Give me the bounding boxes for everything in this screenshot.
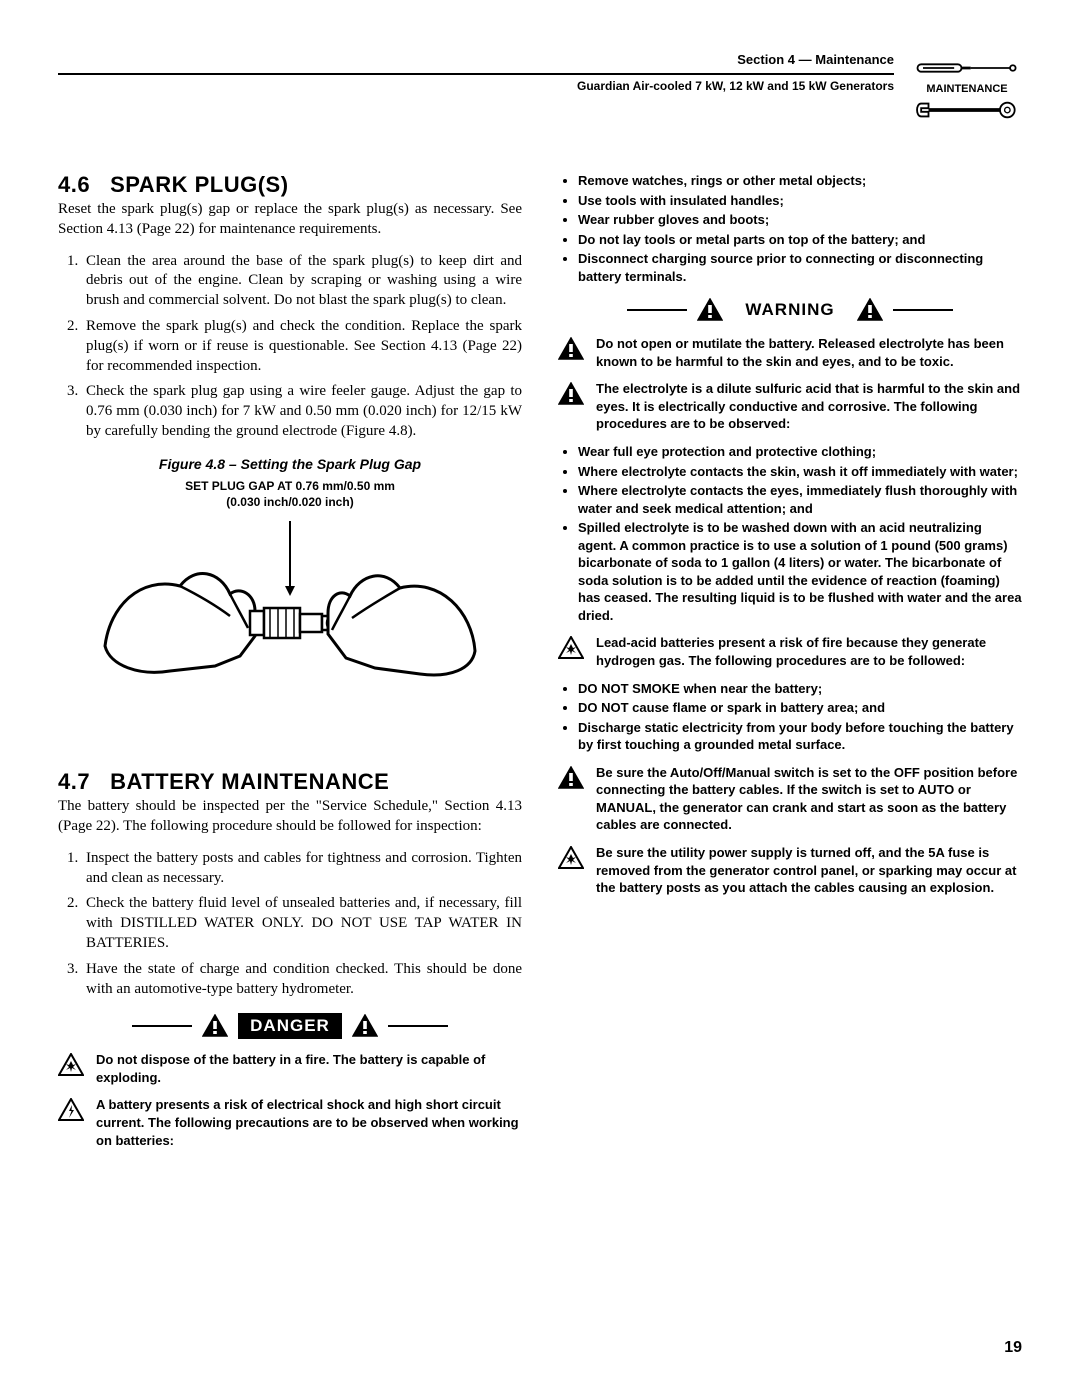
bullet-item: DO NOT SMOKE when near the battery; xyxy=(578,680,1022,698)
warning-triangle-icon xyxy=(558,335,586,366)
page-header: Section 4 — Maintenance Guardian Air-coo… xyxy=(58,52,1022,122)
sec-4.7-title: BATTERY MAINTENANCE xyxy=(110,769,389,795)
bullet-item: Disconnect charging source prior to conn… xyxy=(578,250,1022,285)
bullet-item: Spilled electrolyte is to be washed down… xyxy=(578,519,1022,624)
page-number: 19 xyxy=(1004,1339,1022,1357)
bullet-item: Use tools with insulated handles; xyxy=(578,192,1022,210)
step-item: Inspect the battery posts and cables for… xyxy=(82,849,522,889)
figsub-line2: (0.030 inch/0.020 inch) xyxy=(226,495,353,509)
bullet-item: Wear full eye protection and protective … xyxy=(578,443,1022,461)
content-columns: 4.6 SPARK PLUG(S) Reset the spark plug(s… xyxy=(58,172,1022,1159)
step-item: Check the spark plug gap using a wire fe… xyxy=(82,382,522,441)
bullet-item: Where electrolyte contacts the skin, was… xyxy=(578,463,1022,481)
left-column: 4.6 SPARK PLUG(S) Reset the spark plug(s… xyxy=(58,172,522,1159)
figure-4.8-caption: Figure 4.8 – Setting the Spark Plug Gap xyxy=(58,456,522,472)
explosion-icon xyxy=(58,1051,86,1082)
sec-4.7-intro: The battery should be inspected per the … xyxy=(58,797,522,837)
header-section: Section 4 — Maintenance xyxy=(58,52,894,67)
warning-triangle-icon xyxy=(697,298,723,322)
sec-4.6-intro: Reset the spark plug(s) gap or replace t… xyxy=(58,200,522,240)
precaution-list-3: DO NOT SMOKE when near the battery; DO N… xyxy=(558,680,1022,754)
warning-item: The electrolyte is a dilute sulfuric aci… xyxy=(558,380,1022,433)
warning-text: Do not open or mutilate the battery. Rel… xyxy=(596,335,1022,370)
section-4.7-heading: 4.7 BATTERY MAINTENANCE xyxy=(58,769,522,795)
wrench-icon xyxy=(912,98,1022,122)
bullet-item: DO NOT cause flame or spark in battery a… xyxy=(578,699,1022,717)
warning-text: Be sure the Auto/Off/Manual switch is se… xyxy=(596,764,1022,834)
banner-rule xyxy=(132,1025,192,1027)
banner-rule xyxy=(627,309,687,311)
step-item: Have the state of charge and condition c… xyxy=(82,960,522,1000)
maintenance-block: MAINTENANCE xyxy=(912,52,1022,122)
bullet-item: Discharge static electricity from your b… xyxy=(578,719,1022,754)
right-column: Remove watches, rings or other metal obj… xyxy=(558,172,1022,1159)
warning-triangle-icon xyxy=(558,764,586,795)
banner-rule xyxy=(388,1025,448,1027)
figure-4.8-sub: SET PLUG GAP AT 0.76 mm/0.50 mm (0.030 i… xyxy=(58,478,522,510)
danger-item: A battery presents a risk of electrical … xyxy=(58,1096,522,1149)
maintenance-label: MAINTENANCE xyxy=(912,83,1022,95)
danger-item: Do not dispose of the battery in a fire.… xyxy=(58,1051,522,1086)
warning-banner: WARNING xyxy=(558,297,1022,323)
danger-text: Do not dispose of the battery in a fire.… xyxy=(96,1051,522,1086)
sec-4.7-steps: Inspect the battery posts and cables for… xyxy=(58,849,522,1000)
sec-4.7-num: 4.7 xyxy=(58,769,90,795)
warning-item: Be sure the Auto/Off/Manual switch is se… xyxy=(558,764,1022,834)
warning-item: Be sure the utility power supply is turn… xyxy=(558,844,1022,897)
warning-triangle-icon xyxy=(202,1014,228,1038)
header-text-block: Section 4 — Maintenance Guardian Air-coo… xyxy=(58,52,894,93)
bullet-item: Remove watches, rings or other metal obj… xyxy=(578,172,1022,190)
warning-label: WARNING xyxy=(733,297,846,323)
shock-icon xyxy=(58,1096,86,1127)
danger-text: A battery presents a risk of electrical … xyxy=(96,1096,522,1149)
step-item: Clean the area around the base of the sp… xyxy=(82,252,522,311)
figure-4.8 xyxy=(58,516,522,741)
sec-4.6-num: 4.6 xyxy=(58,172,90,198)
step-item: Remove the spark plug(s) and check the c… xyxy=(82,317,522,376)
warning-triangle-icon xyxy=(558,380,586,411)
explosion-icon xyxy=(558,634,586,665)
warning-text: Be sure the utility power supply is turn… xyxy=(596,844,1022,897)
bullet-item: Where electrolyte contacts the eyes, imm… xyxy=(578,482,1022,517)
warning-triangle-icon xyxy=(857,298,883,322)
bullet-item: Do not lay tools or metal parts on top o… xyxy=(578,231,1022,249)
spark-plug-illustration xyxy=(100,516,480,736)
figsub-line1: SET PLUG GAP AT 0.76 mm/0.50 mm xyxy=(185,479,395,493)
warning-item: Do not open or mutilate the battery. Rel… xyxy=(558,335,1022,370)
warning-text: Lead-acid batteries present a risk of fi… xyxy=(596,634,1022,669)
sec-4.6-steps: Clean the area around the base of the sp… xyxy=(58,252,522,442)
precaution-list-2: Wear full eye protection and protective … xyxy=(558,443,1022,624)
warning-item: Lead-acid batteries present a risk of fi… xyxy=(558,634,1022,669)
header-sub: Guardian Air-cooled 7 kW, 12 kW and 15 k… xyxy=(58,79,894,93)
warning-triangle-icon xyxy=(352,1014,378,1038)
explosion-icon xyxy=(558,844,586,875)
section-4.6-heading: 4.6 SPARK PLUG(S) xyxy=(58,172,522,198)
danger-banner: DANGER xyxy=(58,1013,522,1039)
precaution-list-1: Remove watches, rings or other metal obj… xyxy=(558,172,1022,285)
step-item: Check the battery fluid level of unseale… xyxy=(82,894,522,953)
bullet-item: Wear rubber gloves and boots; xyxy=(578,211,1022,229)
sec-4.6-title: SPARK PLUG(S) xyxy=(110,172,288,198)
warning-text: The electrolyte is a dilute sulfuric aci… xyxy=(596,380,1022,433)
screwdriver-icon xyxy=(912,56,1022,80)
danger-label: DANGER xyxy=(238,1013,342,1039)
banner-rule xyxy=(893,309,953,311)
header-rule xyxy=(58,73,894,75)
